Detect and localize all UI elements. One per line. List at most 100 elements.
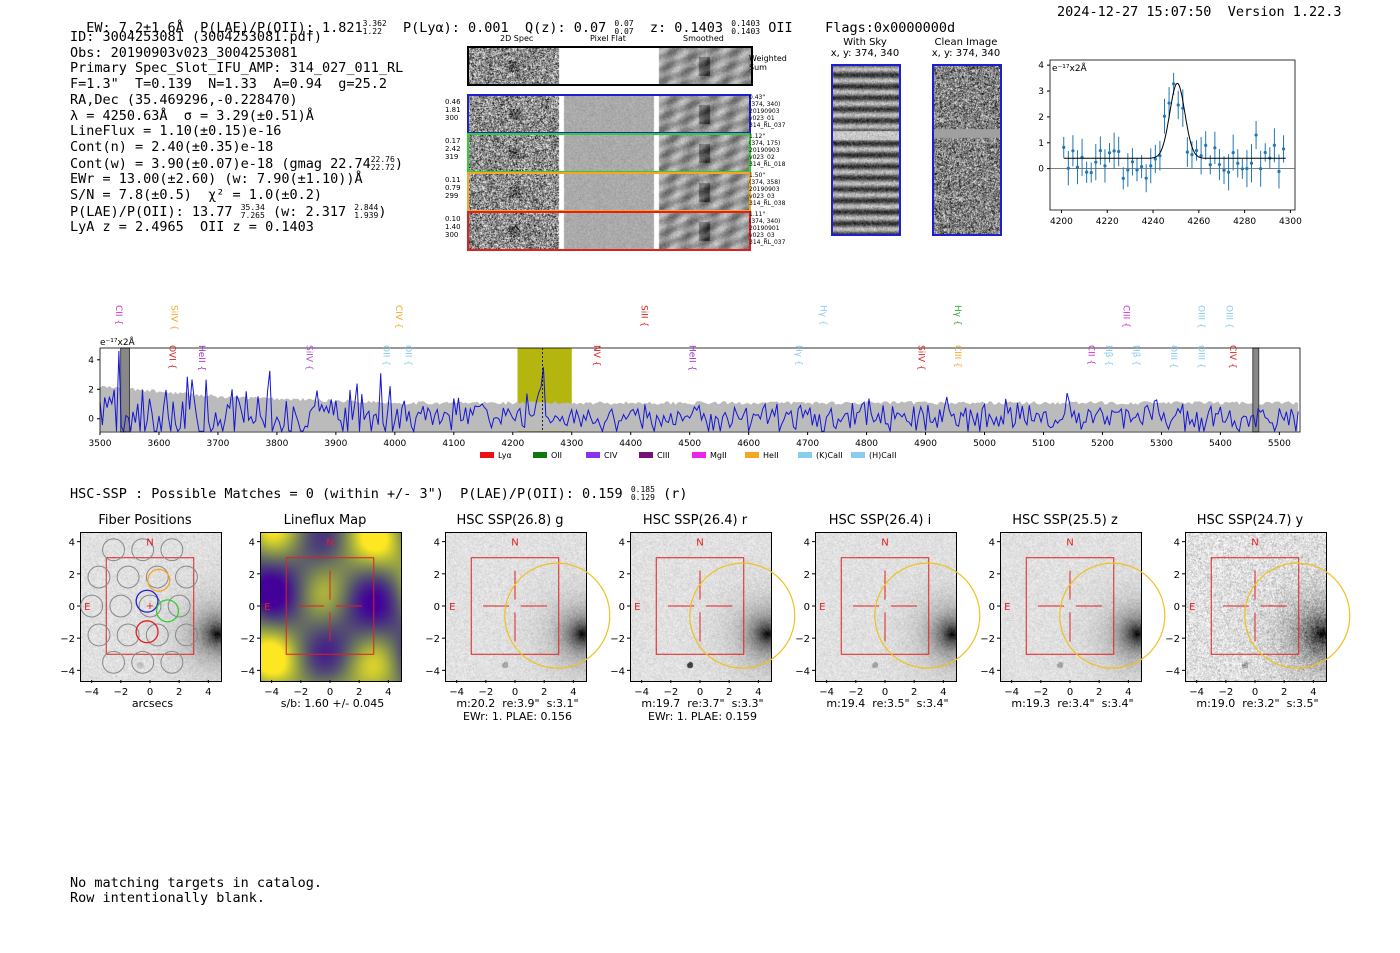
zoom-point <box>1153 157 1157 161</box>
zoom-xtick-label: 4240 <box>1142 217 1165 227</box>
cutout-row-left-label: 0.46 1.81 300 <box>445 98 461 122</box>
info-obs: Obs: 20190903v023_3004253081 <box>70 44 298 61</box>
zoom-point <box>1167 101 1171 105</box>
hsc-panel-overlay: N E 4 2 0 −2 −4 −4 −2 0 2 4 <box>425 538 611 698</box>
north-label: N <box>326 538 333 549</box>
info-plae-w-sup: 2.844 <box>354 202 379 212</box>
fiber-circle <box>131 650 155 674</box>
hsc-xtick-label: 0 <box>512 687 518 698</box>
hsc-ytick-label: 4 <box>69 538 75 549</box>
zoom-point <box>1149 164 1153 168</box>
hsc-ytick-label: 2 <box>249 570 255 581</box>
spec-xtick-label: 5200 <box>1091 439 1114 449</box>
legend-swatch <box>745 452 759 458</box>
hsc-xtick-label: 2 <box>356 687 362 698</box>
hsc-panel-overlay: N E 4 2 0 −2 −4 −4 −2 0 2 4 <box>980 538 1166 698</box>
legend-label: CIV <box>604 451 618 460</box>
info-contw-sub: 22.72 <box>370 162 395 172</box>
fiber-circle-primary <box>135 589 159 613</box>
hsc-xtick-label: 2 <box>541 687 547 698</box>
galaxy-ellipse <box>874 562 981 669</box>
aperture-box <box>285 557 375 655</box>
cutout-row-right-label: 0.43" (374, 340) 20190903 v023_01 314_RL… <box>749 94 786 129</box>
legend-swatch <box>533 452 547 458</box>
east-label: E <box>819 602 825 613</box>
hsc-panel-image <box>260 532 402 682</box>
zoom-point <box>1075 165 1080 169</box>
cutout-row-image <box>467 133 751 173</box>
legend-label: HeII <box>763 451 779 460</box>
zoom-point <box>1199 154 1203 158</box>
hsc-panel-caption: m:19.0 re:3.2" s:3.5" <box>1196 697 1319 710</box>
info-lineflux: LineFlux = 1.10(±0.15)e-16 <box>70 123 282 140</box>
info-plae: P(LAE)/P(OII): 13.77 35.34 7.265 (w: 2.31… <box>70 202 387 220</box>
spec-xtick-label: 4100 <box>442 439 465 449</box>
emission-line-label: SiIV { <box>303 345 313 371</box>
hsc-ytick-label: −4 <box>425 666 440 677</box>
spectrum-line <box>99 350 1299 434</box>
emission-line-label: CIII { <box>952 345 962 368</box>
legend-label: CIII <box>657 451 670 460</box>
zoom-point <box>1222 168 1226 172</box>
hsc-ytick-label: −4 <box>240 666 255 677</box>
zoom-point <box>1107 151 1112 155</box>
hsc-xtick-label: 4 <box>570 687 576 698</box>
zoom-point <box>1144 176 1148 180</box>
hsc-xtick-label: −2 <box>1218 687 1233 698</box>
zoom-point <box>1249 161 1254 165</box>
spec-xtick-label: 4900 <box>914 439 937 449</box>
zoom-point <box>1103 164 1107 168</box>
hsc-xtick-label: 4 <box>1310 687 1316 698</box>
zoom-point <box>1085 170 1089 174</box>
zoom-ytick-label: 0 <box>1038 165 1044 175</box>
footer-blank-row: Row intentionally blank. <box>70 890 266 906</box>
legend-swatch <box>798 452 812 458</box>
legend-label: MgII <box>710 451 727 460</box>
hsc-xtick-label: 0 <box>327 687 333 698</box>
hsc-xtick-label: 2 <box>1281 687 1287 698</box>
hsc-ytick-label: −2 <box>795 634 810 645</box>
spec-xtick-label: 5100 <box>1032 439 1055 449</box>
hsc-ytick-label: 2 <box>804 570 810 581</box>
fiber-circle-2 <box>155 599 180 623</box>
emission-line-label: CIV { <box>393 305 403 329</box>
aperture-box <box>470 557 560 655</box>
galaxy-ellipse <box>1059 562 1166 669</box>
east-label: E <box>1189 602 1195 613</box>
info-plae-text: P(LAE)/P(OII): 13.77 <box>70 203 233 220</box>
hsc-xtick-label: −2 <box>293 687 308 698</box>
legend-label: OII <box>551 451 562 460</box>
hsc-xtick-label: −4 <box>449 687 464 698</box>
fiber-circle <box>167 594 191 618</box>
zoom-point <box>1236 161 1240 165</box>
hsc-xtick-label: −4 <box>819 687 834 698</box>
hsc-panel-caption: m:19.4 re:3.5" s:3.4" <box>826 697 949 710</box>
zoom-point <box>1071 149 1075 153</box>
north-label: N <box>696 538 703 549</box>
north-label: N <box>1066 538 1073 549</box>
zoom-point <box>1112 149 1116 153</box>
hsc-panel-image <box>1185 532 1327 682</box>
emission-line-label: OII { <box>381 345 391 366</box>
spec-xtick-label: 5400 <box>1209 439 1232 449</box>
emission-line-label: SiII { <box>638 305 648 327</box>
info-contw: Cont(w) = 3.90(±0.07)e-18 (gmag 22.7422.… <box>70 154 403 172</box>
header-flags: Flags:0x0000000d <box>825 20 956 36</box>
info-radec: RA,Dec (35.469296,-0.228470) <box>70 91 298 108</box>
hsc-summary: HSC-SSP : Possible Matches = 0 (within +… <box>70 486 687 503</box>
hsc-ytick-label: 2 <box>619 570 625 581</box>
header-plae-sub: 1.22 <box>362 27 382 36</box>
header-qz-sup: 0.07 <box>614 19 634 28</box>
fiber-circle <box>87 623 111 647</box>
zoom-point <box>1089 170 1093 175</box>
emission-line-label: OIII { <box>1196 305 1206 329</box>
east-label: E <box>1004 602 1010 613</box>
zoom-point <box>1190 153 1194 157</box>
zoom-point <box>1272 143 1276 147</box>
legend-swatch <box>480 452 494 458</box>
header-plya: P(Lyα): 0.001 <box>403 20 509 36</box>
hsc-ytick-label: −4 <box>60 666 75 677</box>
east-label: E <box>634 602 640 613</box>
hsc-panel-caption: m:20.2 re:3.9" s:3.1" EWr: 1. PLAE: 0.15… <box>456 697 579 723</box>
hsc-xtick-label: 0 <box>1252 687 1258 698</box>
